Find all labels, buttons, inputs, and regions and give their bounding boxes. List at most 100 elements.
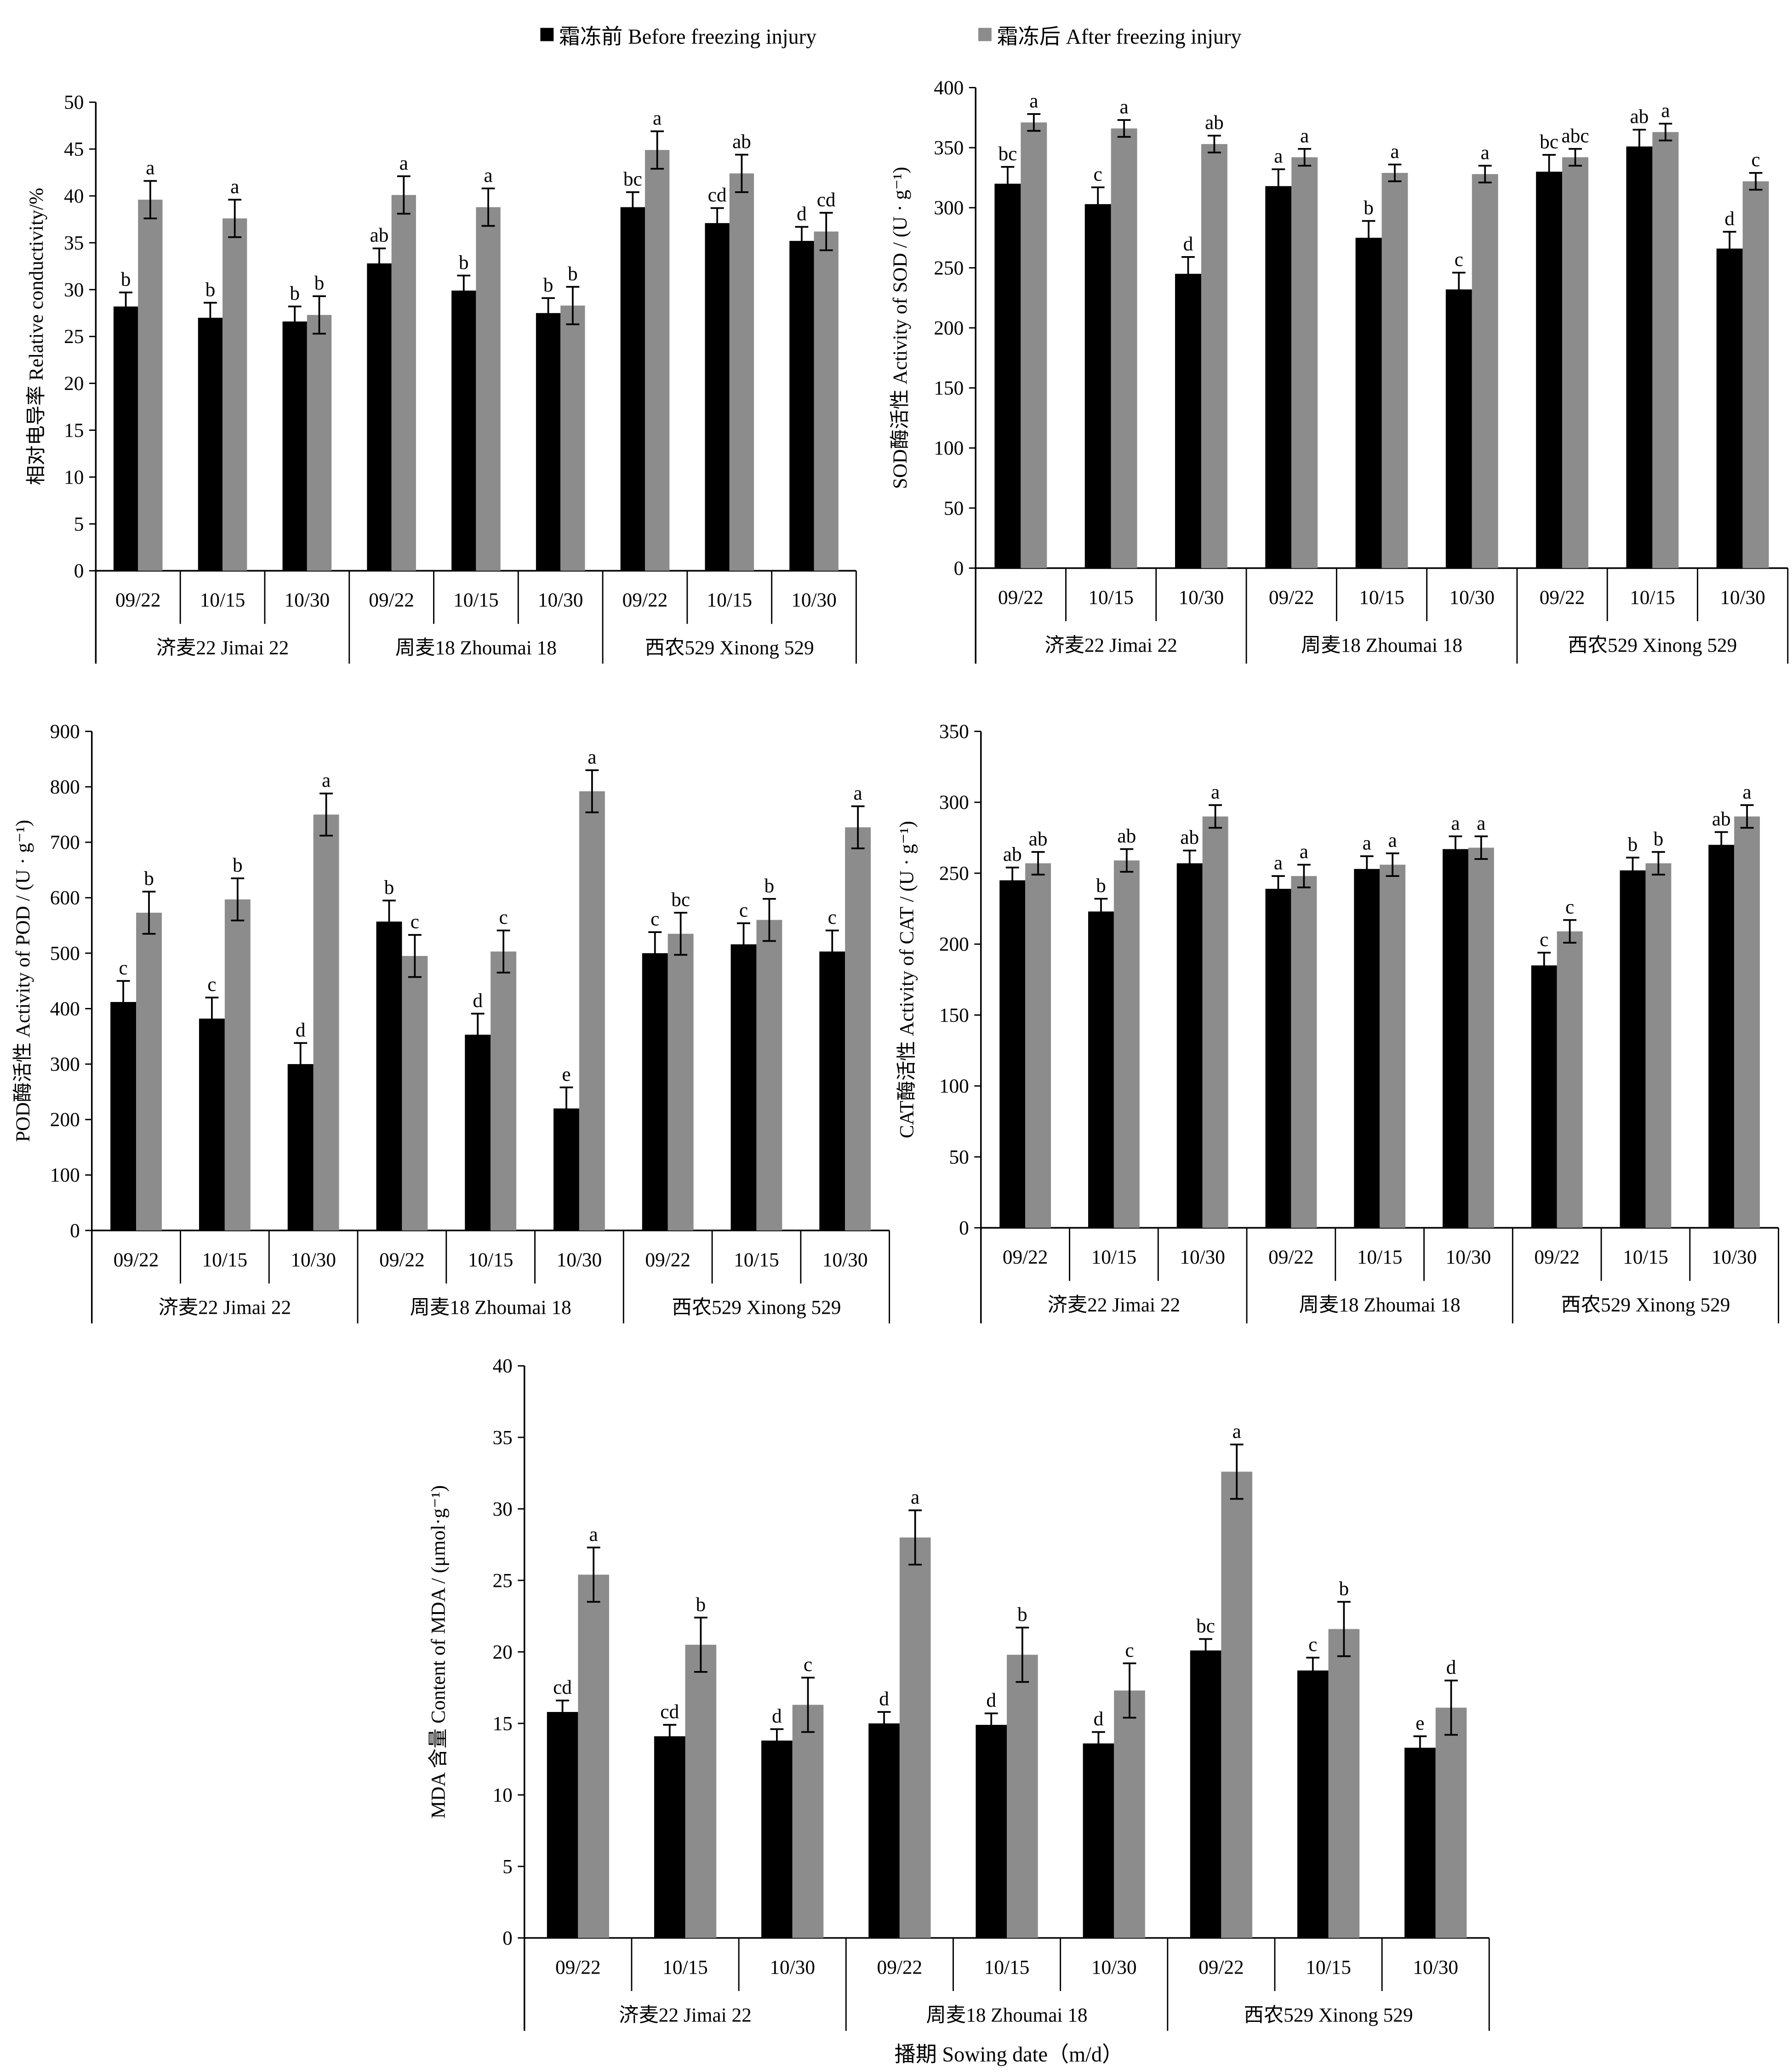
bar-after	[1652, 132, 1679, 568]
y-axis-label: 相对电导率 Relative conductivity/%	[25, 188, 47, 485]
significance-letter: b	[233, 854, 243, 876]
group-label: 西农529 Xinong 529	[672, 1297, 841, 1319]
bar-after	[307, 315, 332, 571]
significance-letter: b	[1339, 1578, 1349, 1600]
significance-letter: d	[1724, 208, 1735, 230]
x-tick-label: 09/22	[379, 1249, 425, 1271]
x-tick-label: 09/22	[877, 1956, 923, 1978]
error-bar	[801, 1677, 815, 1733]
significance-letter: cd	[660, 1701, 679, 1723]
significance-letter: c	[739, 899, 748, 921]
significance-letter: a	[1481, 142, 1490, 164]
error-bar	[231, 877, 245, 922]
y-tick-label: 15	[492, 1712, 512, 1734]
x-tick-label: 10/15	[1088, 586, 1134, 608]
y-tick-label: 300	[939, 791, 969, 813]
x-tick-label: 10/15	[734, 1249, 779, 1271]
bar-after	[476, 207, 501, 571]
y-tick-label: 0	[74, 560, 84, 582]
error-bar	[203, 302, 217, 334]
bar-after	[138, 200, 163, 571]
significance-letter: ab	[1003, 843, 1022, 865]
bar-after	[1435, 1707, 1467, 1938]
y-tick-label: 10	[64, 466, 84, 488]
bar-after	[1021, 122, 1047, 568]
significance-letter: a	[1300, 125, 1309, 147]
error-bar	[1413, 1735, 1427, 1760]
y-tick-label: 400	[50, 998, 80, 1020]
bar-after	[1025, 863, 1051, 1228]
bar-before	[1088, 911, 1114, 1228]
error-bar	[1714, 831, 1728, 859]
bar-before	[819, 951, 845, 1231]
significance-letter: c	[1540, 928, 1548, 950]
bar-after	[645, 150, 670, 571]
bar-after	[1645, 863, 1672, 1228]
error-bar	[320, 792, 333, 837]
y-tick-label: 10	[492, 1784, 512, 1806]
bar-after	[491, 951, 517, 1231]
significance-letter: a	[653, 107, 662, 129]
significance-letter: c	[207, 973, 216, 996]
error-bar	[1209, 804, 1222, 829]
significance-letter: a	[322, 769, 331, 791]
bar-before	[1443, 849, 1468, 1228]
group-label: 济麦22 Jimai 22	[159, 1297, 291, 1319]
significance-letter: b	[765, 875, 775, 897]
error-bar	[984, 1712, 998, 1737]
chart-4: 0 50 100 150 200 250 300 350 CAT酶活性 Activity of …	[896, 721, 1780, 1323]
y-tick-label: 200	[934, 317, 964, 339]
error-bar	[1474, 835, 1488, 860]
bar-after	[1472, 174, 1498, 568]
group-label: 周麦18 Zhoumai 18	[395, 637, 557, 659]
error-bar	[1388, 163, 1402, 183]
significance-letter: bc	[998, 143, 1017, 165]
bar-after	[814, 231, 839, 571]
error-bar	[1444, 1679, 1458, 1736]
bar-after	[899, 1537, 931, 1938]
y-tick-label: 300	[50, 1053, 80, 1076]
error-bar	[795, 226, 809, 256]
bar-before	[1190, 1650, 1221, 1938]
significance-letter: c	[1752, 149, 1760, 171]
significance-letter: b	[696, 1593, 706, 1615]
error-bar	[1659, 123, 1672, 142]
bar-before	[654, 1736, 685, 1938]
x-tick-label: 10/15	[1306, 1956, 1351, 1978]
bar-after	[224, 899, 251, 1231]
significance-letter: ab	[1630, 106, 1649, 128]
bar-after	[685, 1644, 717, 1938]
error-bar	[1723, 231, 1736, 267]
bar-after	[729, 173, 754, 571]
error-bar	[542, 297, 555, 329]
significance-letter: b	[1017, 1603, 1027, 1626]
x-tick-label: 10/30	[822, 1249, 868, 1271]
error-bar	[770, 1728, 784, 1753]
significance-letter: a	[1661, 99, 1670, 121]
significance-letter: bc	[623, 168, 642, 190]
x-tick-label: 09/22	[645, 1249, 691, 1271]
y-axis-label: MDA 含量 Content of MDA / (μmol·g⁻¹)	[428, 1485, 450, 1819]
error-bar	[1749, 172, 1763, 191]
bar-before	[789, 240, 814, 571]
error-bar	[1091, 1731, 1105, 1756]
bar-after	[792, 1705, 824, 1938]
error-bar	[710, 207, 724, 239]
significance-letter: d	[1094, 1708, 1104, 1730]
group-label: 济麦22 Jimai 22	[619, 2004, 752, 2026]
error-bar	[288, 305, 302, 338]
x-tick-label: 09/22	[555, 1956, 601, 1978]
error-bar	[481, 187, 495, 227]
error-bar	[1117, 119, 1131, 138]
error-bar	[694, 1616, 708, 1673]
x-tick-label: 10/30	[1446, 1246, 1491, 1268]
x-tick-label: 09/22	[1540, 586, 1585, 608]
x-tick-label: 10/30	[291, 1249, 336, 1271]
significance-letter: ab	[1180, 826, 1199, 848]
error-bar	[228, 199, 242, 238]
error-bar	[1027, 113, 1041, 132]
bar-after	[391, 195, 416, 571]
bar-before	[547, 1712, 578, 1938]
error-bar	[1386, 852, 1399, 877]
bar-after	[1291, 876, 1317, 1228]
